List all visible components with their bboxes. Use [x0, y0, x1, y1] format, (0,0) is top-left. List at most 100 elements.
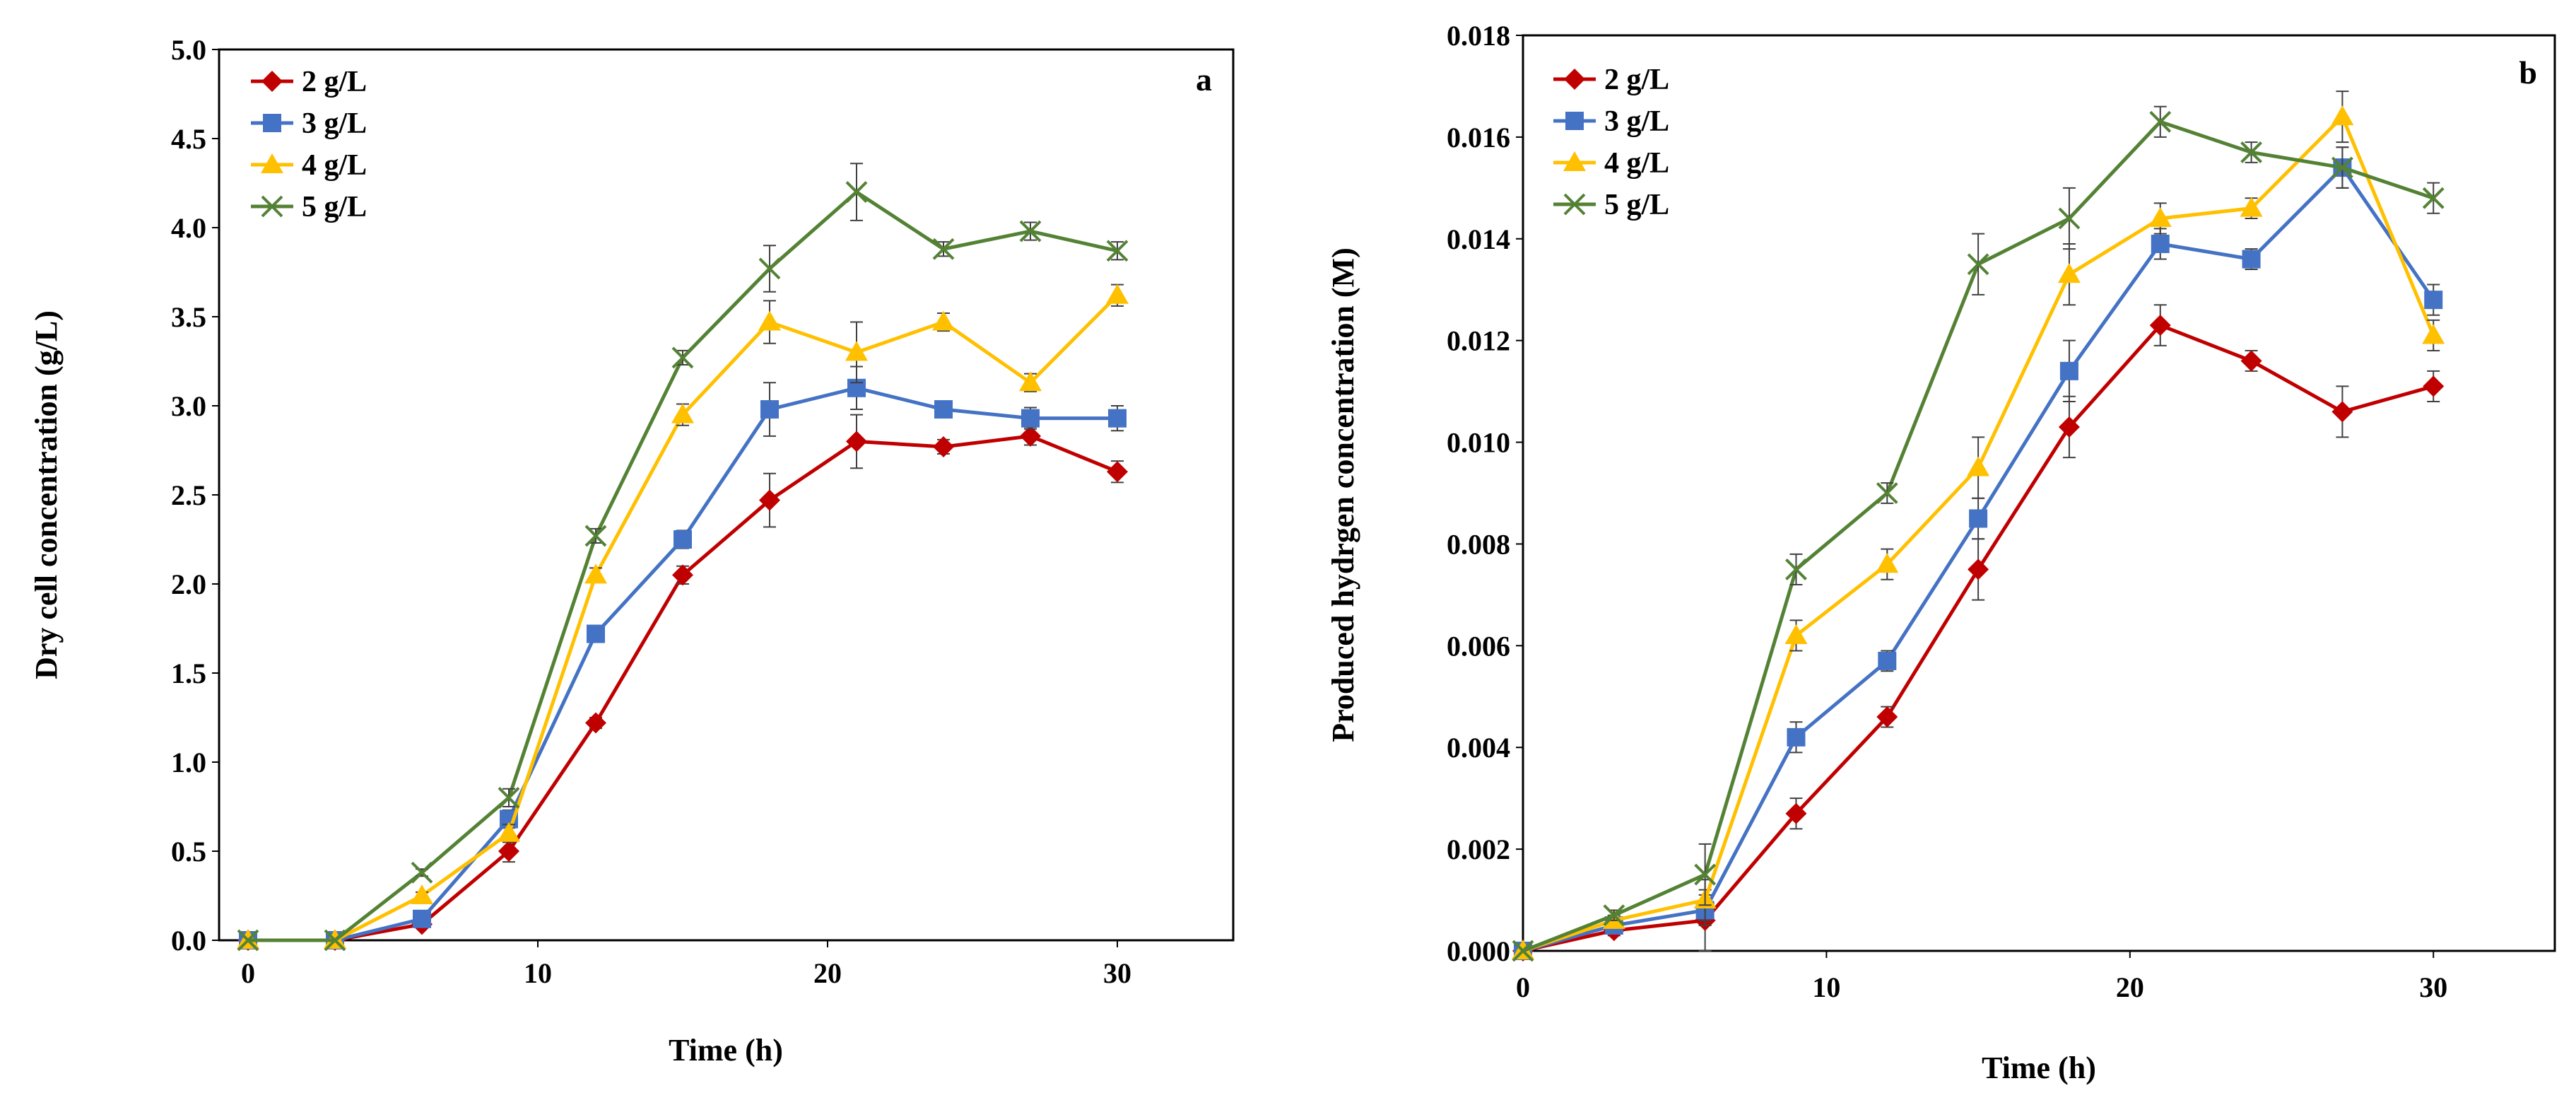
- data-point-b-1-10: [2424, 291, 2443, 310]
- data-point-a-3-7-stroke-2: [845, 181, 868, 204]
- plot-area-b: [1522, 34, 2556, 952]
- data-point-b-1-3: [1787, 727, 1806, 747]
- data-point-b-1-5: [1969, 509, 1988, 528]
- x-tick-label-b-2: 20: [2116, 971, 2144, 1003]
- data-point-b-2-7: [2148, 207, 2172, 227]
- data-point-a-0-9: [1020, 425, 1041, 447]
- data-point-a-3-8-stroke-2: [932, 238, 955, 260]
- y-tick-label-a-3: 1.5: [171, 657, 206, 689]
- plot-area-a: [218, 48, 1235, 942]
- y-tick-label-a-5: 2.5: [171, 479, 206, 511]
- data-point-a-2-5: [671, 403, 694, 423]
- data-point-b-0-10: [2423, 375, 2445, 397]
- data-point-b-3-3: [1785, 559, 1807, 580]
- data-point-b-3-6-stroke-2: [2058, 207, 2081, 230]
- data-point-b-0-5: [1968, 559, 1989, 580]
- legend-marker-a-2: [261, 153, 283, 173]
- data-point-a-0-10: [1107, 461, 1128, 483]
- data-point-a-1-6: [760, 400, 779, 419]
- data-point-a-0-6: [759, 489, 780, 511]
- data-point-b-3-0: [1512, 940, 1534, 962]
- data-point-b-2-9: [2331, 105, 2354, 126]
- y-tick-label-b-7: 0.014: [1447, 223, 1510, 255]
- data-point-b-3-2-stroke-2: [1694, 863, 1717, 886]
- legend-marker-a-0: [261, 71, 283, 92]
- data-point-a-3-9: [1019, 220, 1042, 242]
- y-tick-label-a-2: 1.0: [171, 747, 206, 778]
- x-axis-title-b: Time (h): [1982, 1051, 2096, 1085]
- y-tick-label-b-2: 0.004: [1447, 732, 1510, 764]
- data-point-b-3-0-stroke-2: [1512, 940, 1534, 962]
- y-tick-label-b-6: 0.012: [1447, 325, 1510, 357]
- data-point-a-2-3: [498, 822, 520, 842]
- x-tick-label-a-0: 0: [241, 957, 255, 989]
- data-point-b-3-8-stroke-2: [2240, 141, 2263, 163]
- legend-label-b-3: 5 g/L: [1604, 189, 1669, 221]
- data-point-a-0-8: [933, 435, 954, 457]
- data-point-b-3-10-stroke-2: [2422, 187, 2445, 209]
- data-point-b-3-10: [2422, 187, 2445, 209]
- data-point-a-2-10: [1106, 283, 1129, 304]
- data-point-b-1-8: [2242, 250, 2261, 269]
- data-point-a-3-4: [584, 525, 607, 547]
- data-point-b-0-6: [2058, 416, 2080, 438]
- legend-label-b-0: 2 g/L: [1604, 64, 1669, 96]
- y-tick-label-b-4: 0.008: [1447, 528, 1510, 560]
- y-axis-title-a: Dry cell concentration (g/L): [29, 310, 64, 679]
- x-tick-label-a-1: 10: [524, 957, 552, 989]
- x-tick-label-b-3: 30: [2419, 971, 2447, 1003]
- data-point-a-1-10: [1108, 409, 1127, 428]
- x-tick-label-b-0: 0: [1516, 971, 1530, 1003]
- y-tick-label-b-0: 0.000: [1447, 935, 1510, 967]
- y-tick-label-b-3: 0.006: [1447, 630, 1510, 662]
- panel-label-b: b: [2519, 54, 2537, 90]
- data-point-a-3-7: [845, 181, 868, 204]
- legend-marker-a-3: [261, 195, 283, 218]
- data-point-b-2-5: [1967, 456, 1990, 477]
- data-point-b-3-3-stroke-2: [1785, 559, 1807, 580]
- data-point-a-2-4: [584, 563, 607, 584]
- data-point-a-1-5: [674, 530, 692, 549]
- legend-marker-b-3: [1563, 193, 1586, 216]
- y-tick-label-a-8: 4.0: [171, 212, 206, 244]
- legend-marker-b-2: [1563, 151, 1586, 171]
- data-point-b-3-7: [2149, 110, 2172, 133]
- data-point-a-0-4: [585, 712, 606, 734]
- legend-label-a-3: 5 g/L: [302, 191, 367, 223]
- data-point-b-3-7-stroke-2: [2149, 110, 2172, 133]
- data-point-b-3-2: [1694, 863, 1717, 886]
- data-point-b-0-3: [1785, 802, 1807, 824]
- data-point-b-3-9-stroke-2: [2331, 156, 2353, 179]
- data-point-a-0-5: [672, 564, 693, 586]
- data-point-a-3-1-stroke-2: [324, 929, 346, 952]
- legend-marker-b-0: [1564, 69, 1585, 90]
- y-tick-label-b-5: 0.010: [1447, 427, 1510, 459]
- x-tick-label-a-3: 30: [1103, 957, 1131, 989]
- data-point-a-3-9-stroke-2: [1019, 220, 1042, 242]
- legend-marker-a-1: [263, 114, 281, 132]
- data-point-a-0-3: [498, 841, 519, 862]
- data-point-b-0-8: [2240, 350, 2262, 372]
- data-point-b-3-8: [2240, 141, 2263, 163]
- x-tick-label-b-1: 10: [1812, 971, 1840, 1003]
- data-point-a-3-10: [1106, 240, 1129, 262]
- data-point-b-3-9: [2331, 156, 2353, 179]
- data-point-a-2-7: [845, 341, 868, 361]
- data-point-a-2-9: [1019, 371, 1042, 392]
- data-point-a-1-2: [413, 909, 431, 928]
- data-point-a-0-7: [846, 431, 867, 452]
- y-tick-label-b-1: 0.002: [1447, 834, 1510, 865]
- data-point-b-2-8: [2240, 197, 2263, 217]
- data-point-b-0-9: [2331, 401, 2353, 423]
- data-point-a-3-10-stroke-2: [1106, 240, 1129, 262]
- data-point-a-3-0: [237, 929, 259, 952]
- series-b-3: [1512, 105, 2445, 962]
- data-point-b-1-4: [1878, 651, 1897, 670]
- legend-label-a-2: 4 g/L: [302, 149, 367, 182]
- y-tick-label-b-8: 0.016: [1447, 122, 1510, 153]
- legend-marker-b-3-stroke-2: [1563, 193, 1586, 216]
- data-point-a-3-4-stroke-2: [584, 525, 607, 547]
- data-point-a-3-6: [758, 257, 781, 280]
- data-point-a-1-4: [587, 624, 605, 643]
